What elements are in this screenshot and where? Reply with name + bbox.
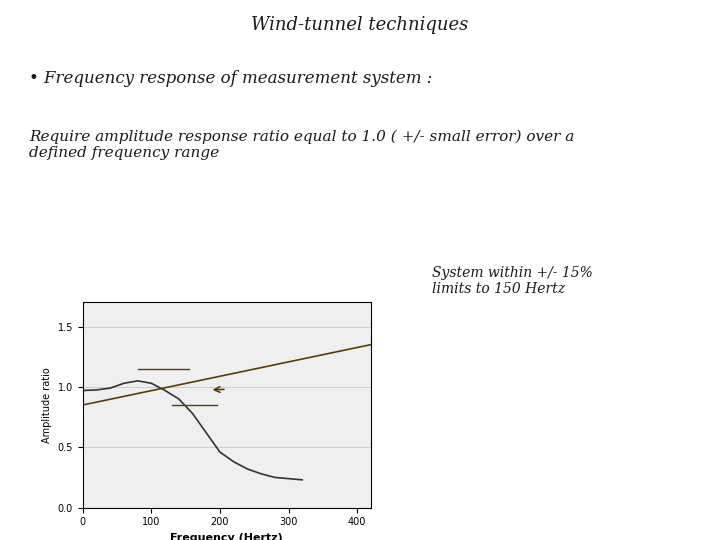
Text: System within +/- 15%
limits to 150 Hertz: System within +/- 15% limits to 150 Hert… bbox=[432, 266, 593, 296]
Text: • Frequency response of measurement system :: • Frequency response of measurement syst… bbox=[29, 70, 432, 87]
Text: Require amplitude response ratio equal to 1.0 ( +/- small error) over a
defined : Require amplitude response ratio equal t… bbox=[29, 130, 574, 160]
X-axis label: Frequency (Hertz): Frequency (Hertz) bbox=[171, 533, 283, 540]
Y-axis label: Amplitude ratio: Amplitude ratio bbox=[42, 367, 52, 443]
Text: Wind-tunnel techniques: Wind-tunnel techniques bbox=[251, 16, 469, 34]
